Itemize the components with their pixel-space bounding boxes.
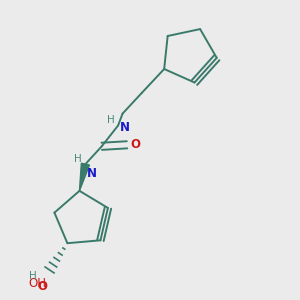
- Text: H: H: [74, 154, 82, 164]
- Text: N: N: [120, 122, 130, 134]
- Text: N: N: [87, 167, 97, 180]
- Polygon shape: [80, 163, 89, 191]
- Text: O: O: [130, 138, 141, 151]
- Text: OH: OH: [28, 278, 46, 290]
- Text: O: O: [37, 280, 47, 293]
- Text: H: H: [107, 115, 115, 125]
- Text: H: H: [29, 271, 37, 281]
